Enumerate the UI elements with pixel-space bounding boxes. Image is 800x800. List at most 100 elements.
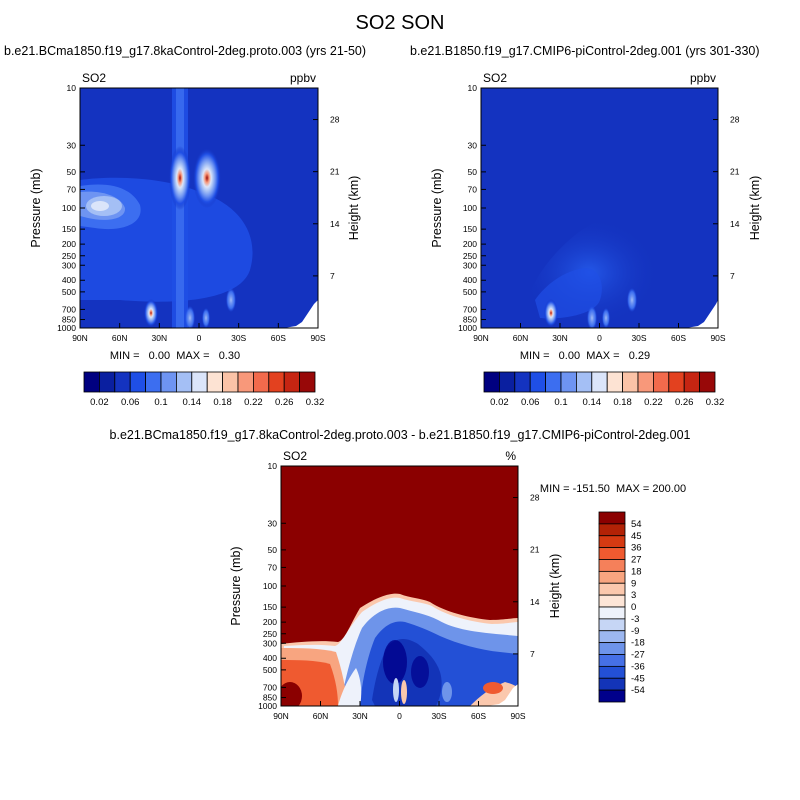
pressure-tick-label: 500	[263, 665, 277, 675]
panel-b-ylabel: Pressure (mb)	[430, 168, 444, 247]
diff-experiment-title: b.e21.BCma1850.f19_g17.8kaControl-2deg.p…	[109, 428, 691, 442]
colorbar-swatch	[299, 371, 316, 393]
colorbar-swatch	[560, 371, 577, 393]
pressure-tick-label: 300	[263, 638, 277, 648]
colorbar-label: 0.06	[121, 397, 140, 408]
pressure-tick-label: 50	[268, 545, 278, 555]
colorbar-label: -9	[631, 626, 639, 637]
panel-a-left-label: SO2	[82, 71, 106, 85]
colorbar-swatch	[598, 654, 626, 667]
pressure-tick-label: 300	[463, 260, 477, 270]
latitude-tick-label: 60N	[112, 333, 128, 343]
latitude-tick-label: 90S	[510, 711, 525, 721]
colorbar-label: 0.26	[675, 397, 694, 408]
colorbar-a: 0.02 0.06 0.1 0.14 0.18 0.22 0.26 0.32	[83, 371, 325, 408]
panel-b-field	[481, 88, 718, 328]
pressure-tick-label: 1000	[458, 323, 477, 333]
panel-a-ticks: 1030507010015020025030040050070085010002…	[57, 83, 340, 343]
height-tick-label: 7	[730, 271, 735, 281]
panel-c-field	[281, 466, 518, 706]
height-tick-label: 21	[530, 545, 540, 555]
colorbar-swatch	[114, 371, 131, 393]
colorbar-label: 0.32	[306, 397, 325, 408]
colorbar-label: 0.14	[183, 397, 202, 408]
colorbar-swatch	[283, 371, 301, 393]
colorbar-swatch	[175, 371, 193, 393]
latitude-tick-label: 60N	[513, 333, 529, 343]
pressure-tick-label: 700	[263, 682, 277, 692]
pressure-tick-label: 50	[67, 167, 77, 177]
colorbar-swatch	[591, 371, 608, 393]
colorbar-swatch	[598, 594, 626, 608]
pressure-tick-label: 100	[463, 203, 477, 213]
latitude-tick-label: 90N	[72, 333, 88, 343]
pressure-tick-label: 30	[468, 140, 478, 150]
pressure-tick-label: 400	[263, 653, 277, 663]
pressure-tick-label: 1000	[258, 701, 277, 711]
latitude-tick-label: 30S	[231, 333, 246, 343]
pressure-tick-label: 150	[463, 224, 477, 234]
colorbar-swatch	[237, 371, 254, 393]
colorbar-swatch	[598, 689, 626, 703]
colorbar-label: 27	[631, 555, 642, 566]
colorbar-swatch	[637, 371, 654, 393]
colorbar-label: 36	[631, 543, 642, 554]
panel-a-y2label: Height (km)	[347, 176, 361, 241]
panel-c: SO2 % MIN = -151.50 MAX = 200.00 Pressur…	[229, 449, 686, 721]
pressure-tick-label: 250	[62, 251, 76, 261]
height-tick-label: 14	[730, 219, 740, 229]
pressure-tick-label: 70	[268, 562, 278, 572]
pressure-tick-label: 100	[263, 581, 277, 591]
colorbar-swatch	[598, 642, 626, 655]
colorbar-swatch	[483, 371, 500, 393]
panel-b-stats: MIN = 0.00 MAX = 0.29	[520, 350, 650, 362]
colorbar-swatch	[191, 371, 208, 393]
colorbar-label: 0.14	[583, 397, 602, 408]
height-tick-label: 7	[330, 271, 335, 281]
colorbar-label: -3	[631, 614, 639, 625]
latitude-tick-label: 90S	[310, 333, 325, 343]
page-title: SO2 SON	[355, 12, 445, 34]
colorbar-swatch	[545, 371, 562, 393]
colorbar-swatch	[668, 371, 685, 393]
colorbar-label: -45	[631, 673, 645, 684]
panel-c-y2label: Height (km)	[548, 554, 562, 619]
pressure-tick-label: 500	[62, 287, 76, 297]
panel-a-field	[80, 88, 318, 328]
colorbar-swatch	[576, 371, 593, 393]
pressure-tick-label: 250	[463, 251, 477, 261]
colorbar-label: 0.26	[275, 397, 294, 408]
colorbar-swatch	[653, 371, 670, 393]
panel-b-right-label: ppbv	[690, 71, 716, 85]
latitude-tick-label: 0	[397, 711, 402, 721]
height-tick-label: 28	[530, 493, 540, 503]
pressure-tick-label: 250	[263, 629, 277, 639]
height-tick-label: 21	[330, 167, 340, 177]
pressure-tick-label: 10	[268, 461, 278, 471]
height-tick-label: 28	[730, 115, 740, 125]
pressure-tick-label: 50	[468, 167, 478, 177]
height-tick-label: 14	[530, 597, 540, 607]
pressure-tick-label: 10	[468, 83, 478, 93]
pressure-tick-label: 70	[67, 184, 77, 194]
colorbar-swatch	[598, 618, 626, 632]
colorbar-swatch	[598, 582, 626, 596]
panel2-experiment-title: b.e21.B1850.f19_g17.CMIP6-piControl-2deg…	[410, 44, 760, 58]
colorbar-label: 3	[631, 590, 636, 601]
latitude-tick-label: 90S	[710, 333, 725, 343]
colorbar-label: 45	[631, 531, 642, 542]
panel-c-ticks: 1030507010015020025030040050070085010002…	[258, 461, 540, 721]
colorbar-swatch	[598, 511, 626, 525]
panel-c-stats: MIN = -151.50 MAX = 200.00	[540, 483, 686, 495]
height-tick-label: 21	[730, 167, 740, 177]
colorbar-swatch	[683, 371, 701, 393]
colorbar-label: -36	[631, 661, 645, 672]
panel-c-right-label: %	[505, 449, 516, 463]
colorbar-swatch	[514, 371, 531, 393]
colorbar-swatch	[129, 371, 146, 393]
pressure-tick-label: 400	[463, 275, 477, 285]
pressure-tick-label: 700	[62, 304, 76, 314]
pressure-tick-label: 150	[263, 602, 277, 612]
colorbar-swatch	[222, 371, 239, 393]
